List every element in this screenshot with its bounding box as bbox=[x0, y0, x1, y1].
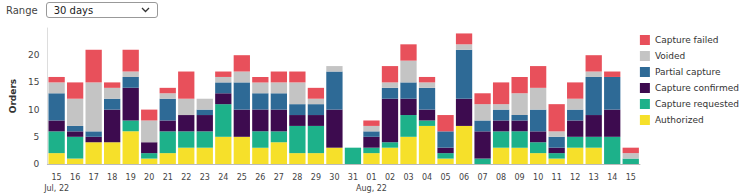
svg-text:25: 25 bbox=[237, 173, 247, 182]
svg-text:20: 20 bbox=[28, 50, 40, 60]
html-text:30 days: 30 days bbox=[53, 4, 94, 16]
html-text:Range: Range bbox=[6, 4, 38, 16]
svg-text:15: 15 bbox=[52, 173, 62, 182]
svg-text:03: 03 bbox=[403, 173, 413, 182]
svg-text:Capture confirmed: Capture confirmed bbox=[655, 83, 739, 93]
svg-text:22: 22 bbox=[181, 173, 191, 182]
svg-text:Capture requested: Capture requested bbox=[655, 99, 739, 109]
svg-text:02: 02 bbox=[385, 173, 395, 182]
svg-text:13: 13 bbox=[589, 173, 599, 182]
svg-text:24: 24 bbox=[218, 173, 228, 182]
svg-text:10: 10 bbox=[533, 173, 543, 182]
svg-text:15: 15 bbox=[28, 77, 39, 87]
svg-text:Aug, 22: Aug, 22 bbox=[356, 184, 387, 193]
svg-text:01: 01 bbox=[366, 173, 376, 182]
svg-text:28: 28 bbox=[292, 173, 302, 182]
svg-text:0: 0 bbox=[34, 159, 40, 169]
svg-text:16: 16 bbox=[70, 173, 80, 182]
svg-text:11: 11 bbox=[552, 173, 562, 182]
svg-text:Authorized: Authorized bbox=[655, 115, 704, 125]
svg-text:06: 06 bbox=[459, 173, 469, 182]
svg-text:Orders: Orders bbox=[8, 79, 18, 113]
svg-text:14: 14 bbox=[607, 173, 617, 182]
svg-text:Voided: Voided bbox=[655, 51, 685, 61]
svg-text:12: 12 bbox=[570, 173, 580, 182]
svg-text:27: 27 bbox=[274, 173, 284, 182]
svg-text:5: 5 bbox=[34, 132, 40, 142]
svg-text:08: 08 bbox=[496, 173, 506, 182]
svg-text:29: 29 bbox=[311, 173, 321, 182]
svg-text:15: 15 bbox=[626, 173, 636, 182]
svg-text:17: 17 bbox=[89, 173, 99, 182]
svg-text:26: 26 bbox=[255, 173, 265, 182]
svg-text:19: 19 bbox=[126, 173, 136, 182]
svg-text:20: 20 bbox=[144, 173, 154, 182]
svg-text:05: 05 bbox=[440, 173, 450, 182]
svg-text:09: 09 bbox=[515, 173, 525, 182]
svg-text:Partial capture: Partial capture bbox=[655, 67, 721, 77]
svg-text:18: 18 bbox=[107, 173, 117, 182]
svg-text:Jul, 22: Jul, 22 bbox=[43, 184, 69, 193]
svg-text:21: 21 bbox=[163, 173, 173, 182]
svg-text:10: 10 bbox=[28, 105, 40, 115]
svg-text:Capture failed: Capture failed bbox=[655, 35, 719, 45]
svg-text:30: 30 bbox=[329, 173, 339, 182]
svg-text:23: 23 bbox=[200, 173, 210, 182]
svg-text:04: 04 bbox=[422, 173, 432, 182]
svg-text:31: 31 bbox=[348, 173, 358, 182]
svg-text:07: 07 bbox=[477, 173, 487, 182]
